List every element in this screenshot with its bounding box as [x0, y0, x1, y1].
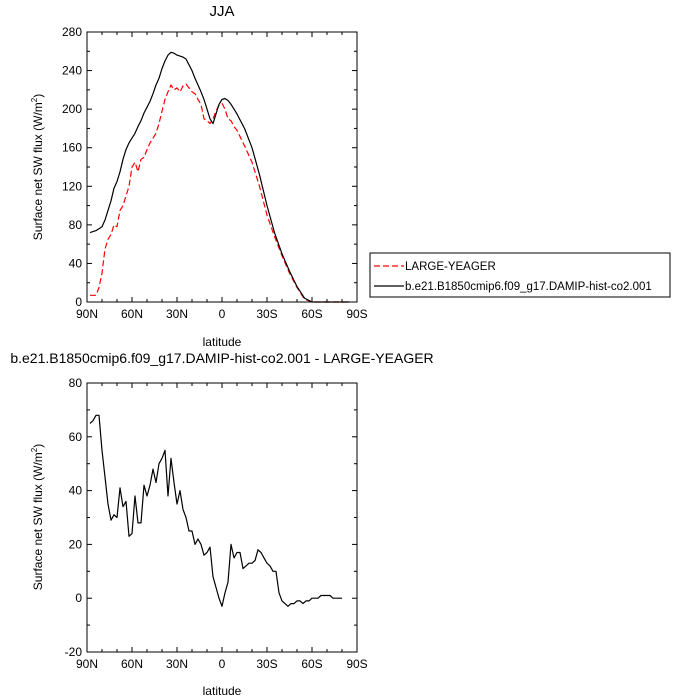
x-tick-label: 60S: [301, 657, 322, 671]
x-tick-label: 60S: [301, 307, 322, 321]
top-y-axis-label-main: Surface net SW flux (W/m: [31, 102, 45, 240]
bottom-plot-area: 90N 60N 30N 0 30S 60S 90S -20 0 20 40 60 80: [65, 376, 368, 671]
top-chart-title: JJA: [209, 3, 234, 20]
y-tick-label: 120: [62, 179, 82, 193]
x-tick-label: 30S: [256, 307, 277, 321]
y-tick-label: 40: [69, 256, 83, 270]
top-y-axis-label-tail: ): [31, 94, 45, 98]
y-tick-label: 20: [69, 537, 83, 551]
x-tick-label: 30N: [166, 657, 188, 671]
bottom-y-axis-label-sup: 2: [30, 447, 39, 452]
y-tick-label: -20: [65, 645, 83, 659]
bottom-y-axis-label-tail: ): [31, 444, 45, 448]
series-line-b-e21-b1850cmip6-f09-g17-damip-hist-co2-001: [89, 51, 350, 303]
y-tick-label: 280: [62, 25, 82, 39]
legend-label-large-yeager: LARGE-YEAGER: [405, 261, 496, 273]
x-tick-label: 30N: [166, 307, 188, 321]
series-line-large-yeager: [90, 83, 350, 303]
x-tick-label: 90S: [346, 657, 367, 671]
top-y-axis-label-sup: 2: [30, 97, 39, 102]
y-tick-label: 80: [69, 376, 83, 390]
x-tick-label: 90N: [76, 657, 98, 671]
legend-label-model: b.e21.B1850cmip6.f09_g17.DAMIP-hist-co2.…: [405, 281, 652, 293]
legend-box: [369, 252, 671, 298]
bottom-x-axis-label: latitude: [203, 684, 242, 698]
x-tick-label: 60N: [121, 657, 143, 671]
x-tick-label: 60N: [121, 307, 143, 321]
series-line-panel1-0: [89, 414, 342, 607]
bottom-panel: b.e21.B1850cmip6.f09_g17.DAMIP-hist-co2.…: [10, 350, 433, 698]
y-tick-label: 60: [69, 430, 83, 444]
plot-frame: [86, 31, 358, 303]
y-tick-label: 0: [75, 591, 82, 605]
y-tick-label: 200: [62, 102, 82, 116]
x-tick-label: 30S: [256, 657, 277, 671]
y-tick-label: 80: [69, 218, 83, 232]
bottom-y-axis-label-main: Surface net SW flux (W/m: [31, 452, 45, 590]
x-tick-label: 0: [219, 307, 226, 321]
legend: LARGE-YEAGER b.e21.B1850cmip6.f09_g17.DA…: [369, 252, 671, 298]
x-tick-label: 90N: [76, 307, 98, 321]
x-tick-label: 0: [219, 657, 226, 671]
top-x-axis-label: latitude: [203, 335, 242, 349]
x-tick-label: 90S: [346, 307, 367, 321]
top-panel: JJA 90N 60N 30N 0 30S 60S 90S 0 40 80 120 160 200 240…: [30, 3, 368, 349]
bottom-chart-title: b.e21.B1850cmip6.f09_g17.DAMIP-hist-co2.…: [10, 350, 433, 366]
y-tick-label: 0: [75, 295, 82, 309]
y-tick-label: 40: [69, 484, 83, 498]
top-plot-area: 90N 60N 30N 0 30S 60S 90S 0 40 80 120 160 200 240 280: [62, 25, 368, 321]
top-y-axis-label: Surface net SW flux (W/m2): [30, 94, 45, 240]
y-tick-label: 240: [62, 64, 82, 78]
y-tick-label: 160: [62, 141, 82, 155]
bottom-y-axis-label: Surface net SW flux (W/m2): [30, 444, 45, 590]
